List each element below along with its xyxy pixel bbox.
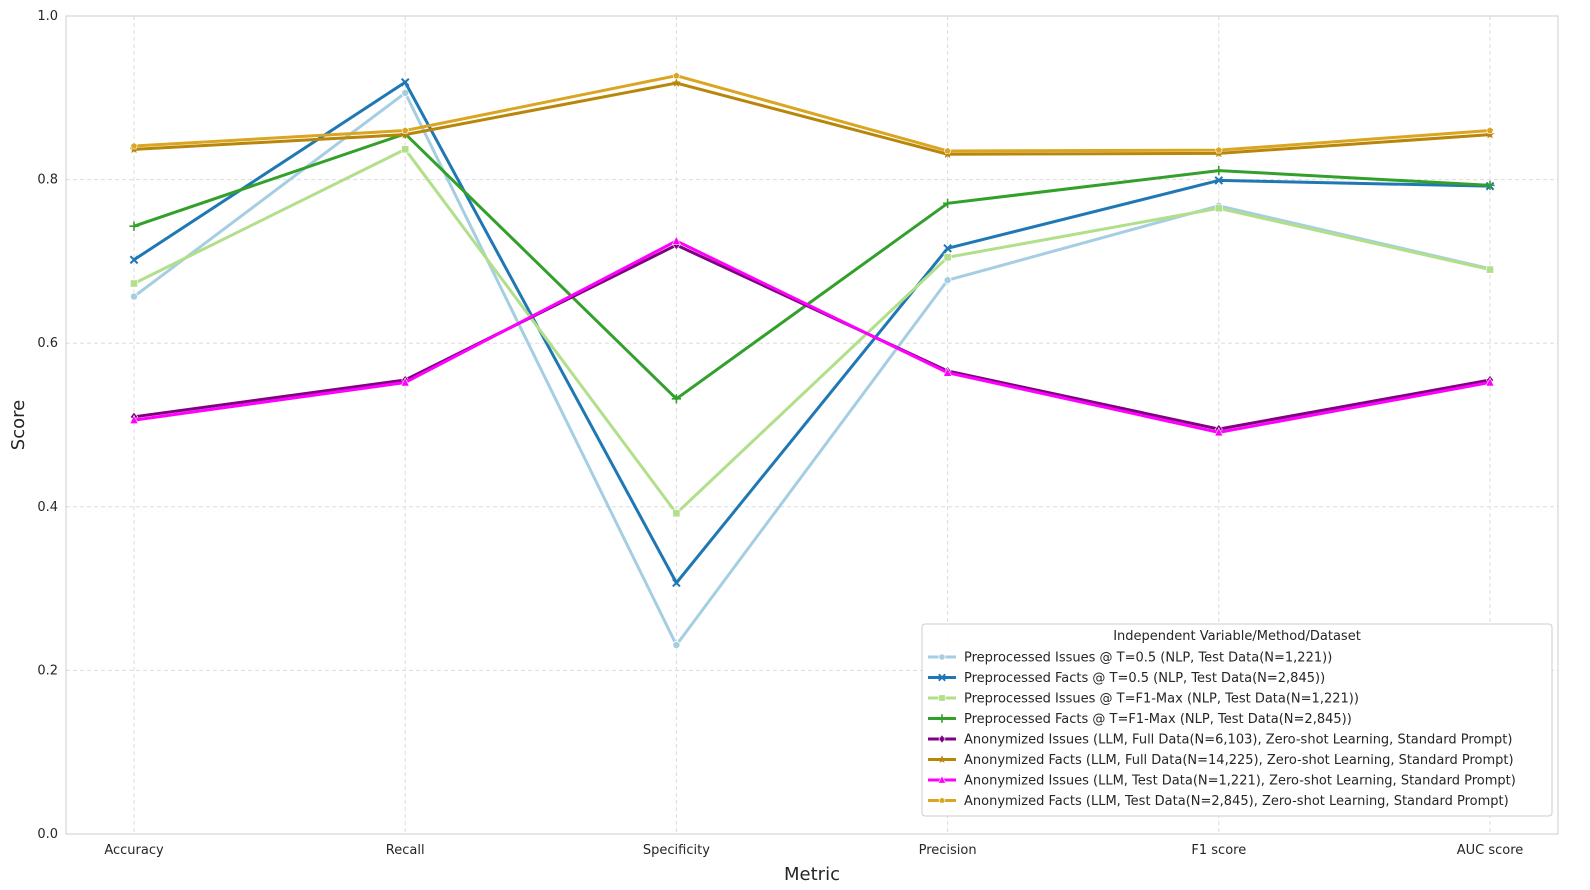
data-point bbox=[938, 755, 946, 763]
data-point bbox=[1214, 166, 1224, 176]
data-point bbox=[671, 235, 681, 245]
data-point bbox=[938, 673, 946, 682]
data-point bbox=[400, 377, 410, 387]
x-axis-title: Metric bbox=[784, 864, 840, 885]
legend-entry-label: Preprocessed Facts @ T=0.5 (NLP, Test Da… bbox=[964, 671, 1325, 686]
data-point bbox=[943, 367, 953, 377]
data-point bbox=[1214, 427, 1224, 437]
x-tick-label: Precision bbox=[919, 843, 977, 858]
data-point bbox=[401, 126, 409, 134]
plot-frame bbox=[65, 15, 1559, 835]
data-point bbox=[938, 694, 946, 702]
legend-entry-label: Anonymized Issues (LLM, Test Data(N=1,22… bbox=[964, 774, 1516, 789]
data-point bbox=[401, 145, 410, 154]
data-point bbox=[943, 198, 953, 208]
series-line bbox=[133, 80, 1491, 585]
legend-entry-label: Preprocessed Issues @ T=F1-Max (NLP, Tes… bbox=[964, 692, 1359, 707]
legend-entry-label: Preprocessed Issues @ T=0.5 (NLP, Test D… bbox=[964, 651, 1332, 666]
data-point bbox=[129, 414, 139, 424]
data-point bbox=[937, 775, 947, 784]
data-point bbox=[943, 244, 952, 253]
x-tick-label: F1 score bbox=[1191, 843, 1246, 858]
data-point bbox=[1485, 130, 1495, 139]
legend-entry-label: Anonymized Facts (LLM, Test Data(N=2,845… bbox=[964, 794, 1509, 809]
series-line bbox=[133, 81, 1491, 156]
series-line bbox=[133, 91, 1491, 647]
legend-entry-label: Preprocessed Facts @ T=F1-Max (NLP, Test… bbox=[964, 712, 1352, 727]
data-point bbox=[130, 279, 138, 288]
series-group bbox=[130, 239, 1494, 435]
x-tick-label: Recall bbox=[386, 843, 425, 858]
x-tick-label: Specificity bbox=[643, 843, 710, 858]
data-point bbox=[400, 77, 410, 87]
legend-entry-label: Anonymized Facts (LLM, Full Data(N=14,22… bbox=[964, 753, 1514, 768]
y-tick-label: 0.0 bbox=[37, 827, 58, 842]
data-point bbox=[1486, 126, 1494, 134]
y-tick-label: 0.6 bbox=[37, 336, 58, 351]
series-line bbox=[133, 132, 1491, 401]
data-point bbox=[672, 509, 681, 518]
series-group bbox=[130, 145, 1494, 518]
y-axis-title: Score bbox=[8, 400, 29, 450]
data-point bbox=[1214, 176, 1224, 185]
series-line bbox=[133, 243, 1491, 431]
legend-title: Independent Variable/Method/Dataset bbox=[1113, 629, 1361, 644]
x-tick-label: AUC score bbox=[1457, 843, 1524, 858]
y-tick-label: 1.0 bbox=[37, 9, 58, 24]
y-tick-label: 0.8 bbox=[37, 173, 58, 188]
series-line bbox=[133, 239, 1491, 434]
data-point bbox=[130, 142, 138, 150]
data-point bbox=[672, 78, 681, 87]
series-group bbox=[129, 77, 1495, 588]
data-point bbox=[1215, 146, 1223, 154]
series-group bbox=[129, 235, 1495, 437]
data-point bbox=[1214, 204, 1223, 213]
series-line bbox=[133, 147, 1491, 515]
data-point bbox=[672, 641, 681, 650]
data-point bbox=[672, 71, 681, 79]
data-point bbox=[1485, 180, 1495, 190]
series-line bbox=[133, 74, 1491, 153]
data-point bbox=[672, 578, 681, 588]
data-point bbox=[938, 796, 946, 804]
data-point bbox=[129, 255, 139, 265]
data-point bbox=[400, 130, 410, 139]
data-point bbox=[938, 653, 946, 661]
data-point bbox=[401, 88, 410, 97]
data-point bbox=[937, 714, 947, 723]
data-point bbox=[671, 394, 681, 404]
data-point bbox=[938, 734, 946, 744]
legend: Independent Variable/Method/Dataset Prep… bbox=[921, 623, 1553, 817]
data-point bbox=[943, 253, 952, 262]
legend-box bbox=[921, 623, 1553, 817]
axis-ticks: 0.0 0.2 0.4 0.6 0.8 1.0 Accuracy Recall Specific… bbox=[37, 9, 1523, 858]
y-tick-label: 0.2 bbox=[37, 663, 58, 678]
series-layer bbox=[129, 71, 1495, 650]
legend-entry-label: Anonymized Issues (LLM, Full Data(N=6,10… bbox=[964, 733, 1512, 748]
series-group bbox=[129, 129, 1495, 404]
y-tick-label: 0.4 bbox=[37, 500, 58, 515]
x-tick-label: Accuracy bbox=[104, 843, 164, 858]
data-point bbox=[1485, 377, 1495, 387]
data-point bbox=[129, 292, 138, 301]
data-point bbox=[943, 276, 952, 285]
data-point bbox=[129, 221, 139, 231]
data-point bbox=[1486, 265, 1494, 274]
data-point bbox=[943, 146, 952, 155]
series-group bbox=[130, 71, 1494, 155]
